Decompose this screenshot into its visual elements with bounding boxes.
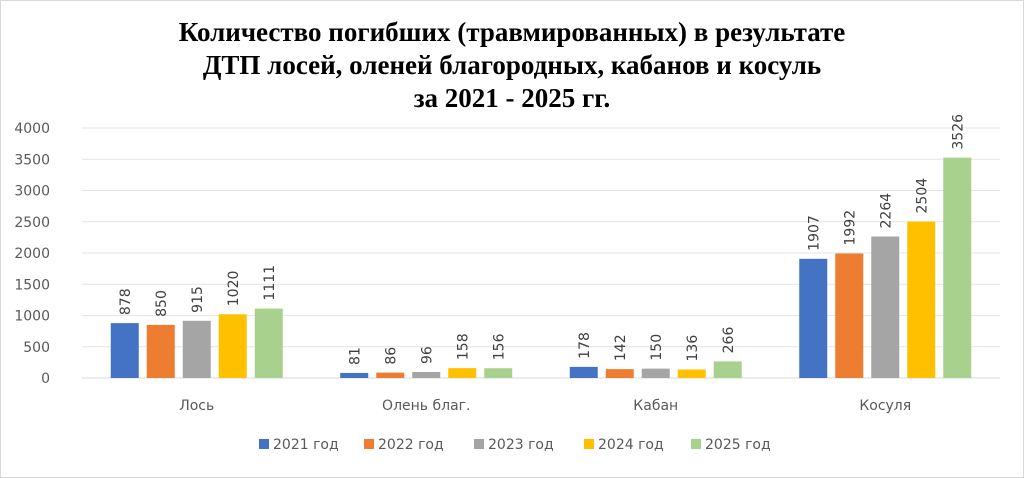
legend-swatch (691, 439, 701, 449)
data-label: 96 (419, 346, 435, 364)
y-tick-label: 3500 (14, 152, 50, 168)
bar (907, 221, 936, 378)
chart-title: Количество погибших (травмированных) в р… (0, 16, 1024, 115)
data-label: 878 (118, 288, 134, 315)
y-tick-label: 1000 (14, 309, 50, 325)
x-category-label: Лось (179, 398, 214, 414)
bar (448, 368, 477, 378)
data-label: 266 (721, 327, 737, 354)
data-label: 1992 (842, 210, 858, 246)
bar (110, 323, 139, 378)
data-label: 915 (190, 286, 206, 313)
bar (871, 236, 900, 378)
data-label: 86 (383, 347, 399, 365)
bar (412, 372, 441, 378)
y-tick-label: 2500 (14, 215, 50, 231)
bar (146, 324, 175, 378)
bar (943, 157, 972, 378)
data-label: 142 (613, 334, 629, 361)
bar (799, 258, 828, 378)
bar (376, 372, 405, 378)
data-label: 158 (455, 333, 471, 360)
data-label: 150 (649, 334, 665, 361)
chart-title-line-3: за 2021 - 2025 гг. (413, 83, 611, 113)
bar (254, 308, 283, 378)
bar (484, 368, 513, 378)
legend-label: 2024 год (598, 437, 664, 453)
x-category-label: Олень благ. (382, 398, 470, 414)
bar (340, 372, 369, 378)
legend-swatch (474, 439, 484, 449)
bar (605, 369, 634, 378)
bar (641, 368, 670, 378)
y-tick-label: 0 (41, 371, 50, 387)
legend-swatch (584, 439, 594, 449)
data-label: 156 (491, 333, 507, 360)
data-label: 178 (577, 332, 593, 359)
legend-label: 2022 год (378, 437, 444, 453)
y-tick-label: 1500 (14, 277, 50, 293)
data-label: 1020 (226, 271, 242, 307)
data-label: 1111 (262, 265, 278, 301)
chart-title-line-1: Количество погибших (травмированных) в р… (178, 17, 846, 47)
data-label: 2264 (878, 193, 894, 229)
x-category-label: Кабан (633, 398, 678, 414)
y-tick-label: 500 (23, 340, 50, 356)
data-label: 1907 (806, 215, 822, 251)
x-category-label: Косуля (859, 398, 911, 414)
y-tick-label: 3000 (14, 184, 50, 200)
bar (677, 369, 706, 378)
legend-swatch (364, 439, 374, 449)
data-label: 2504 (914, 178, 930, 214)
data-label: 850 (154, 290, 170, 317)
data-label: 81 (347, 347, 363, 365)
legend-label: 2021 год (273, 437, 339, 453)
y-tick-label: 4000 (14, 121, 50, 137)
bar (182, 320, 211, 378)
legend-label: 2023 год (488, 437, 554, 453)
data-label: 3526 (950, 114, 966, 150)
data-label: 136 (685, 335, 701, 362)
chart-title-line-2: ДТП лосей, оленей благородных, кабанов и… (202, 50, 822, 80)
y-tick-label: 2000 (14, 246, 50, 262)
bar (835, 253, 864, 378)
legend-label: 2025 год (705, 437, 771, 453)
legend-swatch (259, 439, 269, 449)
bar (713, 361, 742, 378)
bar (569, 366, 598, 378)
bar (218, 314, 247, 378)
